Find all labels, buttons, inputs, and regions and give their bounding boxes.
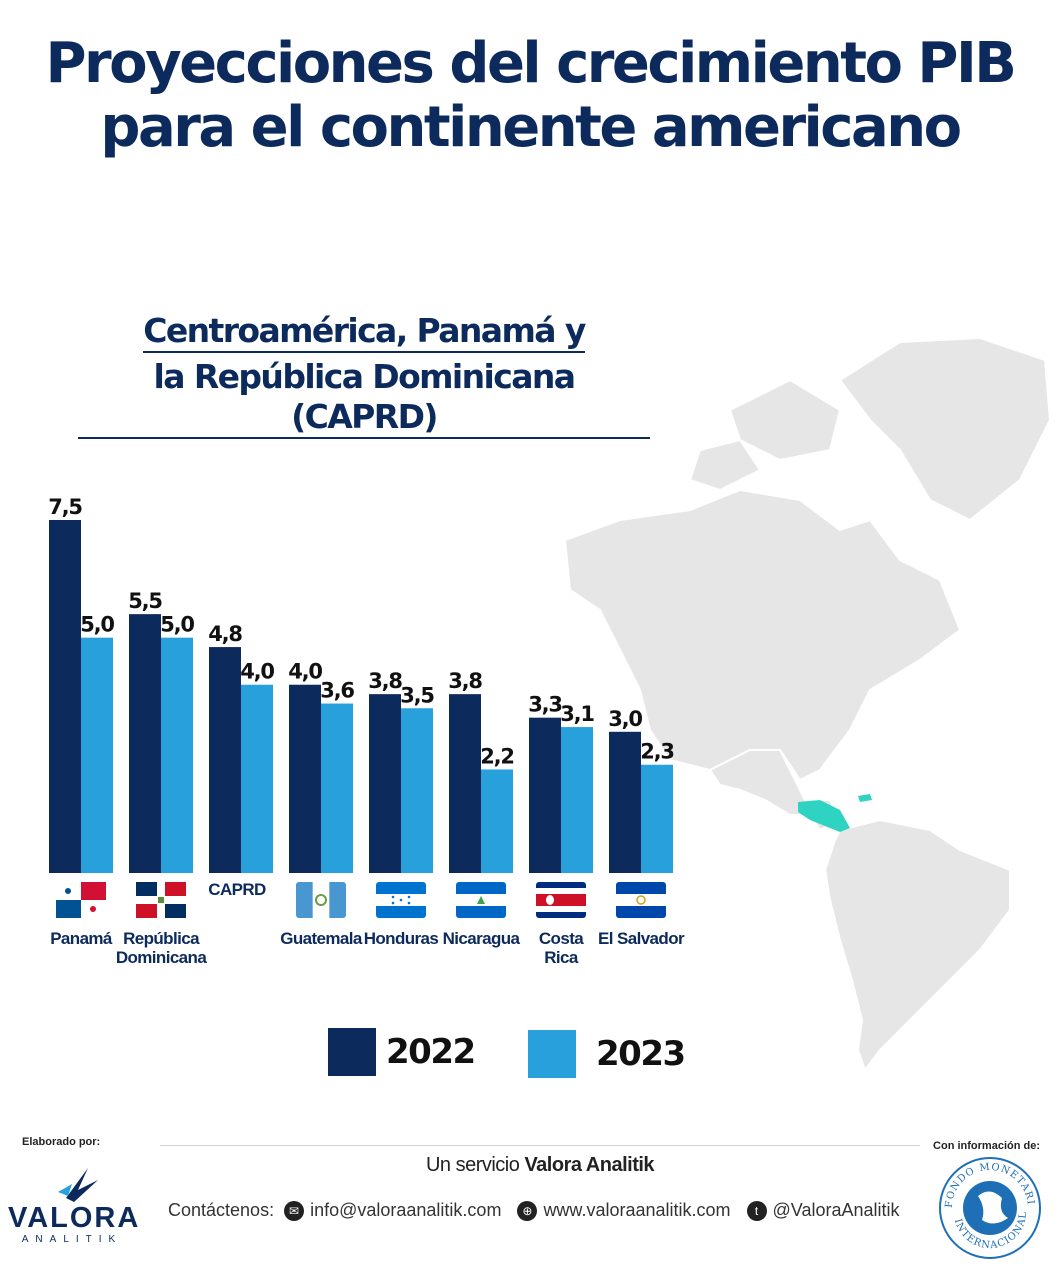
value-label-honduras-2023: 3,5 [400, 683, 434, 707]
category-label-panama: Panamá [50, 929, 113, 948]
bar-republica-dominicana-2022 [129, 614, 161, 873]
bar-el-salvador-2023 [641, 764, 673, 873]
category-label-el-salvador: El Salvador [598, 929, 685, 948]
category-label-costa-rica: Costa Rica [539, 929, 584, 967]
valora-bird-icon [66, 1168, 98, 1202]
twitter-icon: t [746, 1200, 767, 1221]
value-label-costa-rica-2022: 3,3 [528, 693, 562, 717]
value-label-guatemala-2023: 3,6 [320, 679, 354, 703]
value-label-el-salvador-2022: 3,0 [608, 707, 642, 731]
service-brand: Valora Analitik [524, 1154, 655, 1176]
seal-continents [978, 1191, 1008, 1224]
page-title: Proyecciones del crecimiento PIB para el… [0, 32, 1060, 160]
chart-subtitle: Centroamérica, Panamá y la República Dom… [78, 308, 650, 443]
bar-costa-rica-2022 [529, 717, 561, 873]
bar-nicaragua-2023 [481, 769, 513, 873]
legend-item-2023: 2023 [528, 1030, 686, 1078]
south-america-shape [823, 818, 1011, 1073]
legend-label-2023: 2023 [596, 1034, 686, 1074]
north-america-shape [563, 488, 962, 782]
bar-caprd-2023 [241, 684, 273, 873]
legend-swatch-2023 [528, 1030, 576, 1078]
bar-panama-2022 [49, 520, 81, 873]
greenland-shape [838, 336, 1052, 522]
category-label-nicaragua: Nicaragua [443, 929, 521, 948]
valora-logo-text: VALORA [8, 1202, 141, 1234]
valora-logo-subtext: ANALITIK [21, 1234, 123, 1245]
category-label-republica-dominicana: República Dominicana [116, 929, 208, 967]
email-link[interactable]: info@valoraanalitik.com [310, 1200, 502, 1220]
elaborado-label: Elaborado por: [22, 1136, 101, 1148]
bar-republica-dominicana-2023 [161, 637, 193, 873]
value-label-republica-dominicana-2023: 5,0 [160, 613, 194, 637]
bar-el-salvador-2022 [609, 731, 641, 873]
value-label-panama-2022: 7,5 [48, 495, 82, 519]
value-label-caprd-2022: 4,8 [208, 622, 242, 646]
value-label-guatemala-2022: 4,0 [288, 660, 322, 684]
el-salvador-flag-icon [616, 882, 666, 918]
globe-icon: ⊕ [517, 1200, 538, 1221]
contact-row: Contáctenos: ✉ info@valoraanalitik.com ⊕… [168, 1200, 928, 1221]
contact-label: Contáctenos: [168, 1200, 275, 1220]
service-line: Un servicio Valora Analitik [160, 1154, 920, 1177]
legend-label-2022: 2022 [386, 1032, 476, 1072]
bar-guatemala-2022 [289, 684, 321, 873]
title-line-2: para el continente americano [100, 95, 962, 160]
guatemala-flag-icon [296, 882, 346, 918]
chart-legend: 2022 2023 [328, 1028, 728, 1080]
value-label-panama-2023: 5,0 [80, 613, 114, 637]
bar-guatemala-2023 [321, 703, 353, 873]
website-link[interactable]: www.valoraanalitik.com [543, 1200, 731, 1220]
email-icon: ✉ [284, 1200, 305, 1221]
bar-caprd-2022 [209, 647, 241, 873]
dominican-republic-highlight [858, 794, 872, 802]
subtitle-line-1: Centroamérica, Panamá y [143, 311, 586, 353]
footer-divider [160, 1145, 920, 1146]
nicaragua-flag-icon [456, 882, 506, 918]
legend-swatch-2022 [328, 1028, 376, 1076]
caprd-highlight [798, 794, 872, 832]
central-america-highlight [798, 800, 850, 832]
category-label-caprd: CAPRD [208, 880, 266, 899]
category-label-guatemala: Guatemala [280, 929, 363, 948]
value-label-republica-dominicana-2022: 5,5 [128, 589, 162, 613]
bar-nicaragua-2022 [449, 694, 481, 873]
bar-honduras-2023 [401, 708, 433, 873]
value-label-nicaragua-2022: 3,8 [448, 669, 482, 693]
valora-bird-wing-icon [58, 1184, 72, 1196]
service-prefix: Un servicio [425, 1154, 525, 1176]
legend-item-2022: 2022 [328, 1028, 476, 1076]
costa-rica-flag-icon [536, 882, 586, 918]
bar-costa-rica-2023 [561, 727, 593, 873]
twitter-link[interactable]: @ValoraAnalitik [772, 1200, 900, 1220]
bar-panama-2023 [81, 637, 113, 873]
value-label-el-salvador-2023: 2,3 [640, 740, 674, 764]
value-label-costa-rica-2023: 3,1 [560, 702, 594, 726]
arctic-island-2-shape [688, 438, 762, 492]
subtitle-line-2: la República Dominicana (CAPRD) [78, 357, 650, 439]
panama-flag-icon [56, 882, 106, 918]
value-label-caprd-2023: 4,0 [240, 660, 274, 684]
honduras-flag-icon [376, 882, 426, 918]
bar-honduras-2022 [369, 694, 401, 873]
value-label-nicaragua-2023: 2,2 [480, 744, 514, 768]
title-line-1: Proyecciones del crecimiento PIB [45, 31, 1018, 96]
americas-map [563, 336, 1052, 1073]
valora-logo-mark [58, 1168, 98, 1202]
dominican-republic-flag-icon [136, 882, 186, 918]
imf-seal: FONDO MONETARIO INTERNACIONAL [938, 1156, 1041, 1259]
con-informacion-label: Con información de: [933, 1140, 1040, 1152]
value-label-honduras-2022: 3,8 [368, 669, 402, 693]
category-label-honduras: Honduras [364, 929, 439, 948]
